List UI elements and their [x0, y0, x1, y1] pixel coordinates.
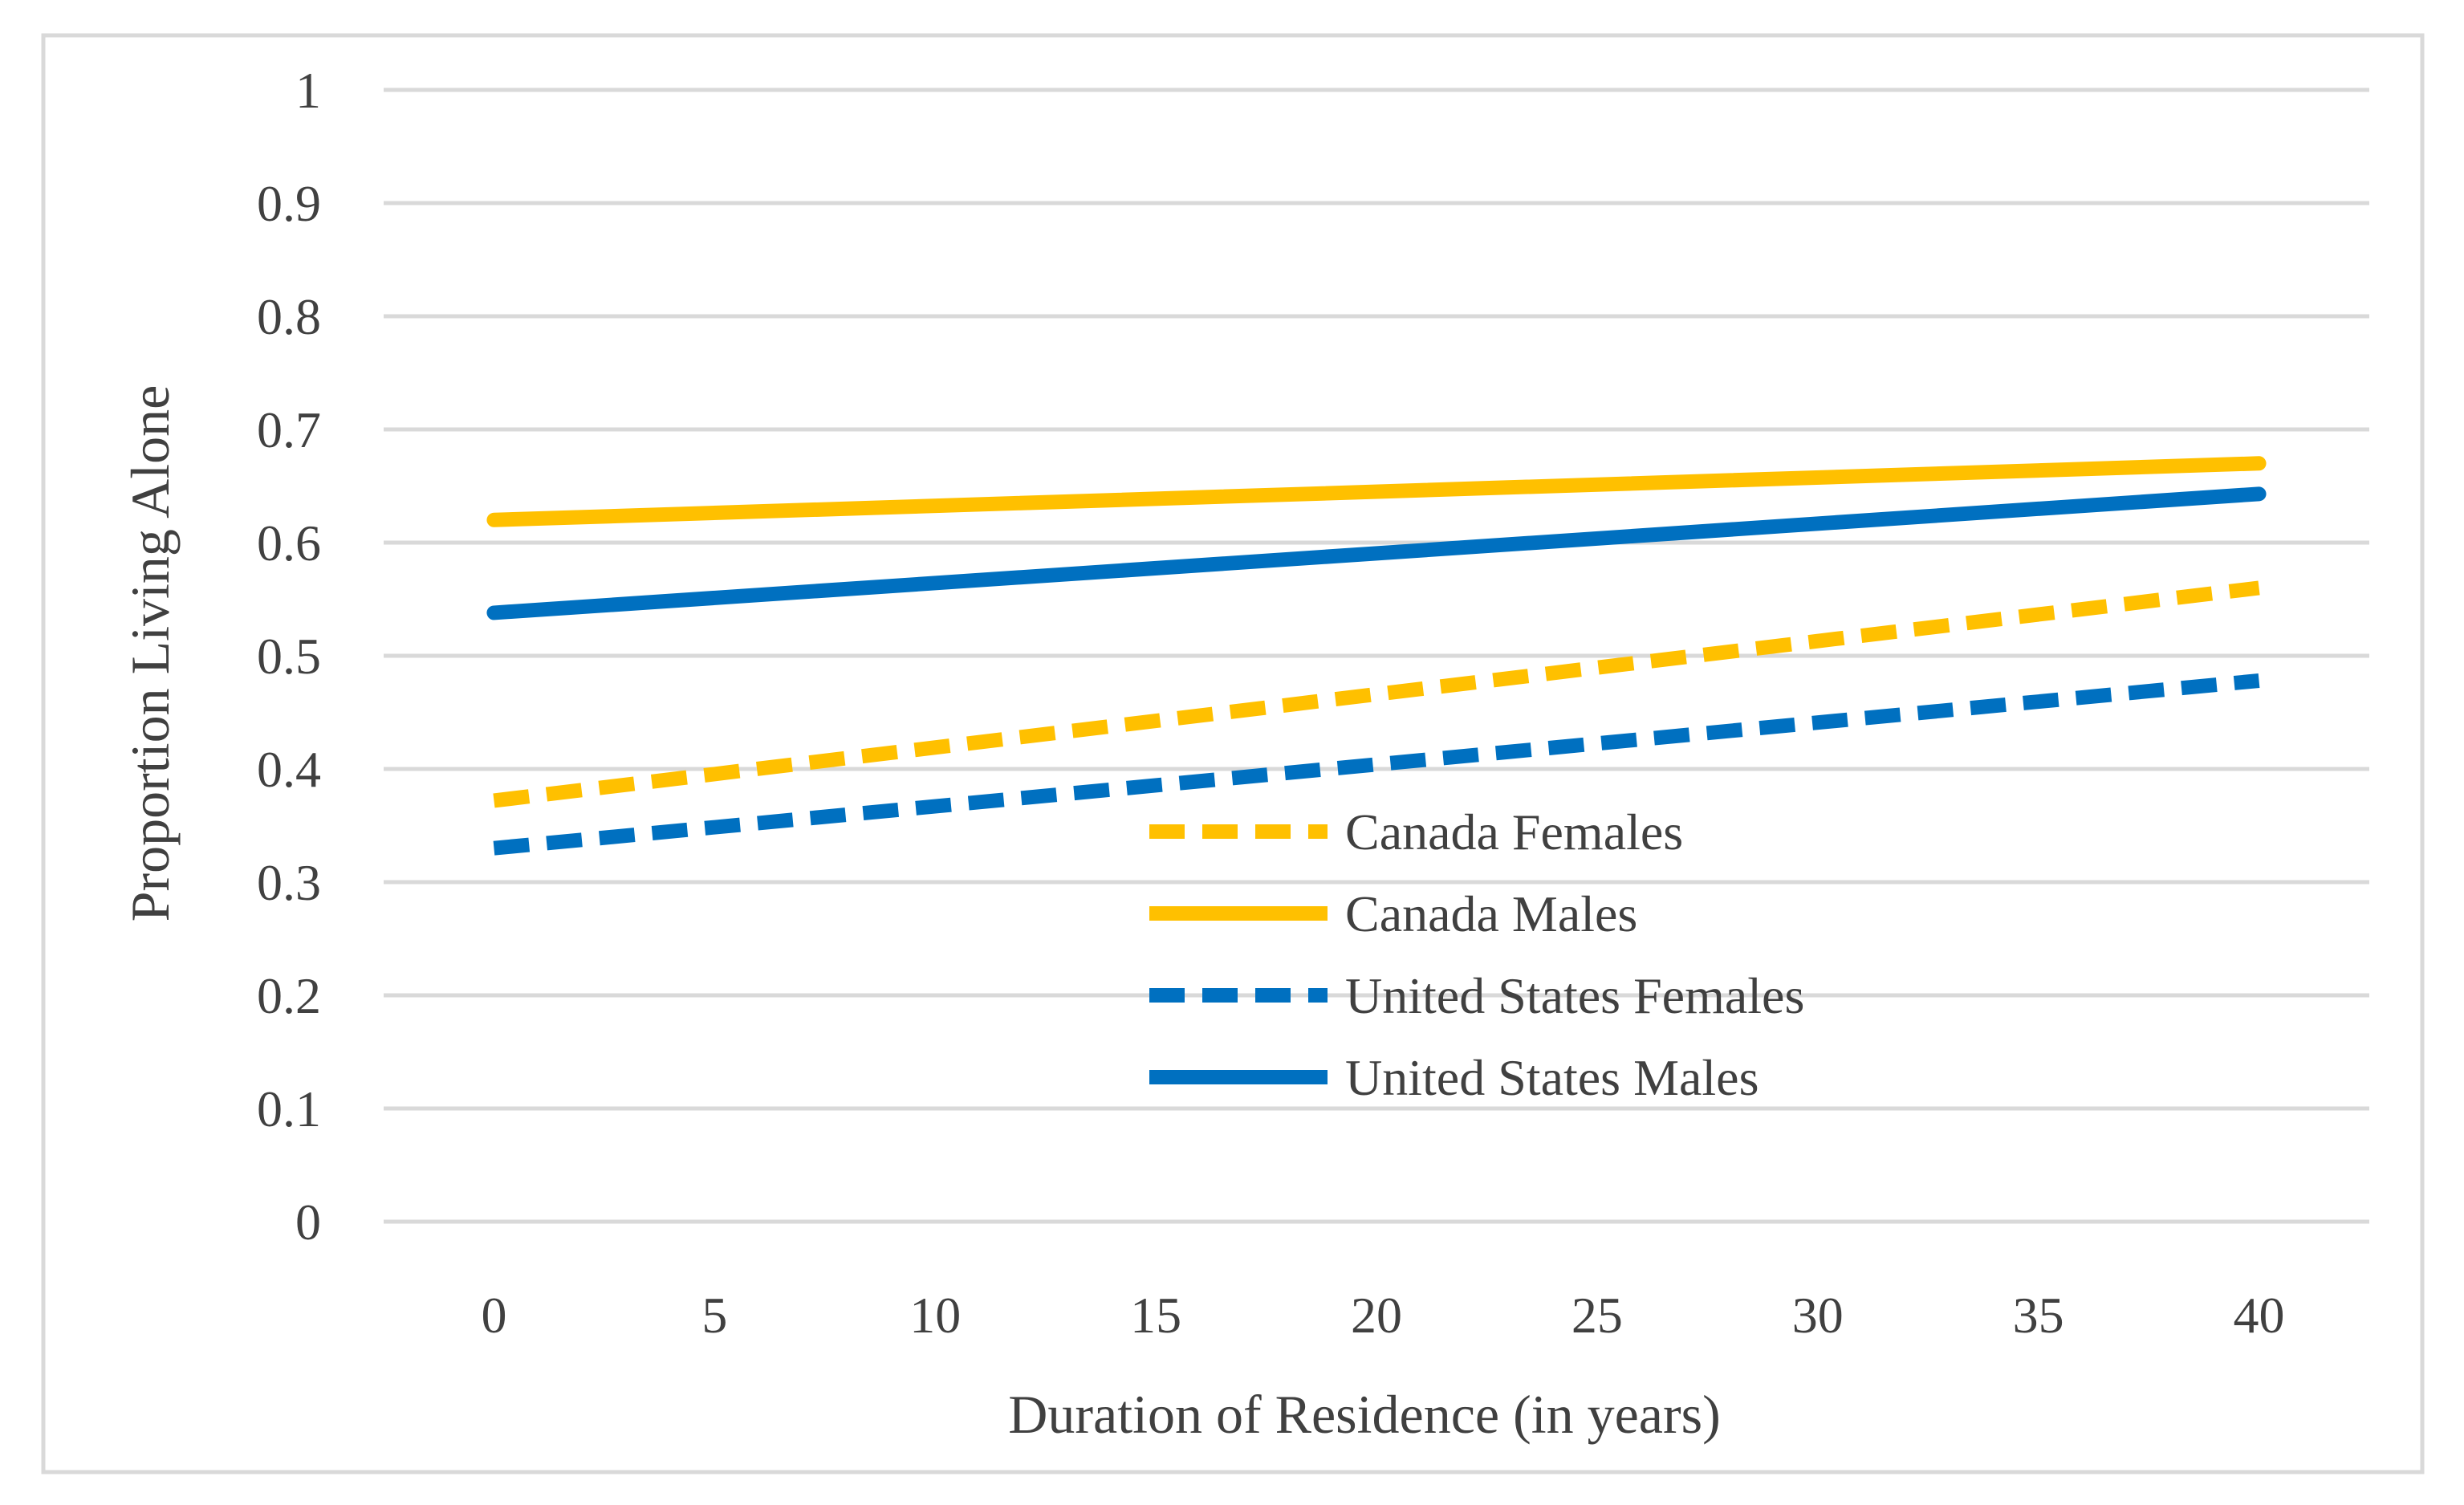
series-line-canada-females: [493, 580, 2260, 808]
legend-label-canada-females: Canada Females: [1345, 803, 1683, 860]
legend-label-united-states-males: United States Males: [1345, 1049, 1759, 1106]
y-tick-label: 0.8: [257, 288, 321, 345]
x-tick-label: 30: [1792, 1287, 1844, 1344]
x-tick-label: 40: [2234, 1287, 2285, 1344]
y-tick-label: 0: [295, 1194, 321, 1251]
y-tick-label: 0.4: [257, 741, 321, 798]
y-tick-label: 0.6: [257, 515, 321, 571]
series-line-united-states-males: [486, 486, 2267, 620]
x-axis-title: Duration of Residence (in years): [1008, 1384, 1720, 1445]
series-lines: [486, 456, 2267, 856]
x-tick-label: 20: [1351, 1287, 1402, 1344]
y-tick-label: 0.9: [257, 175, 321, 232]
x-tick-label: 15: [1130, 1287, 1181, 1344]
x-tick-label: 25: [1572, 1287, 1623, 1344]
x-tick-label: 10: [909, 1287, 961, 1344]
x-tick-label: 0: [481, 1287, 506, 1344]
y-tick-label: 0.3: [257, 854, 321, 911]
y-tick-label: 0.1: [257, 1080, 321, 1137]
gridlines: [384, 87, 2369, 1224]
legend: Canada Females Canada Males United States …: [1149, 803, 1804, 1106]
y-axis-title: Proportion Living Alone: [120, 385, 181, 922]
x-axis: 0 5 10 15 20 25 30 35 40: [481, 1287, 2284, 1344]
legend-label-united-states-females: United States Females: [1345, 967, 1804, 1024]
y-tick-label: 0.7: [257, 401, 321, 458]
y-tick-label: 0.2: [257, 967, 321, 1024]
y-tick-label: 1: [295, 62, 321, 119]
y-tick-label: 0.5: [257, 628, 321, 685]
y-axis: 0 0.1 0.2 0.3 0.4 0.5 0.6 0.7 0.8 0.9 1: [257, 62, 321, 1251]
series-line-united-states-females: [493, 673, 2260, 856]
legend-label-canada-males: Canada Males: [1345, 885, 1637, 942]
x-tick-label: 5: [701, 1287, 727, 1344]
series-line-canada-males: [486, 456, 2267, 527]
chart-frame: [41, 33, 2425, 1474]
x-tick-label: 35: [2013, 1287, 2064, 1344]
